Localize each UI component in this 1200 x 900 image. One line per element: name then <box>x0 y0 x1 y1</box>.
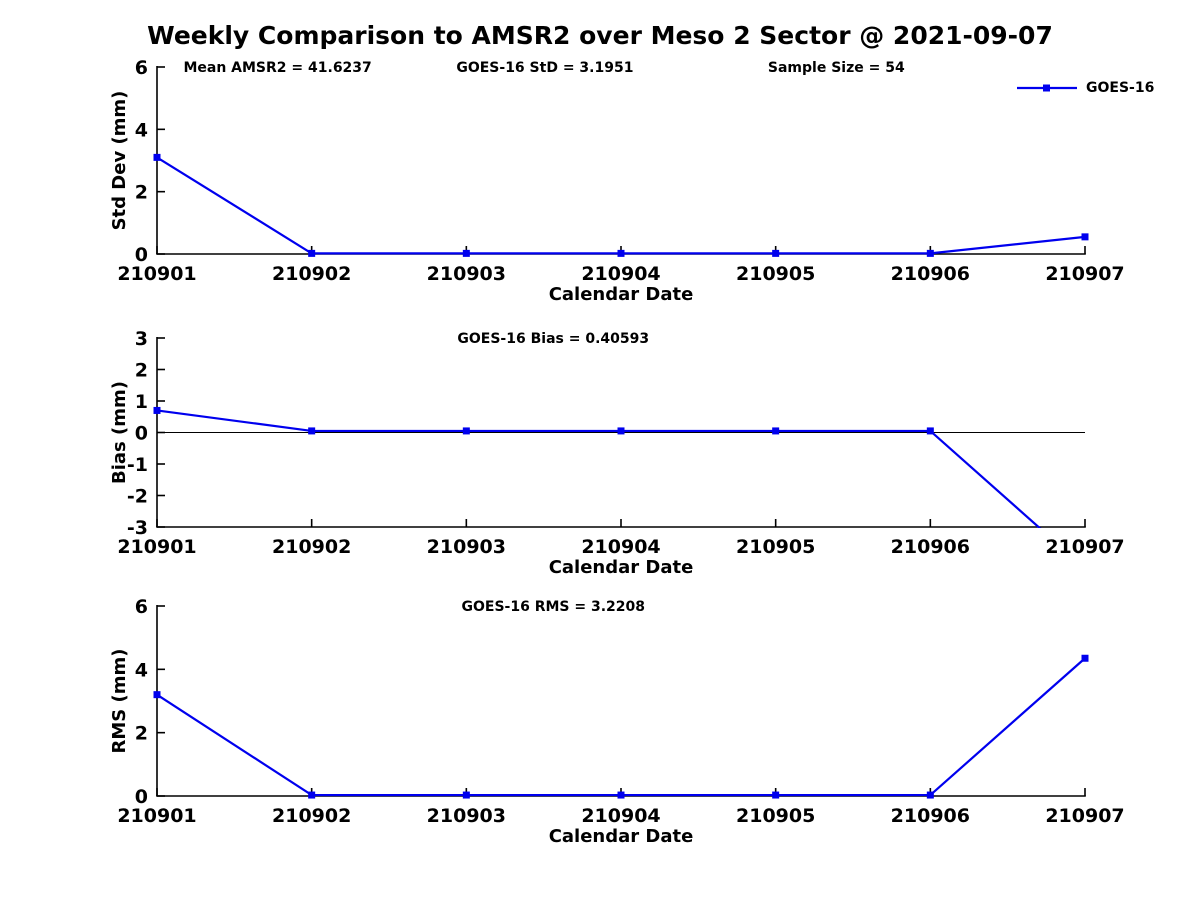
x-tick-label: 210906 <box>891 536 970 558</box>
data-point-marker <box>926 791 934 799</box>
subplot-bias: -3 -2 -1 0 1 2 3 210901 210902 210903 210904 210905… <box>109 328 1125 578</box>
data-point-marker <box>308 249 316 257</box>
y-tick-label: 2 <box>135 360 148 382</box>
x-tick-label: 210905 <box>736 805 815 827</box>
y-tick-label: 0 <box>135 423 148 445</box>
x-tick-label: 210905 <box>736 263 815 285</box>
subplot-rms: 0 2 4 6 210901 210902 210903 210904 210905 210906… <box>109 596 1125 847</box>
annotation-text: Sample Size = 54 <box>768 60 905 76</box>
annotation-text: GOES-16 StD = 3.1951 <box>456 60 633 76</box>
y-axis-label: RMS (mm) <box>109 649 130 754</box>
x-tick-label: 210903 <box>427 263 506 285</box>
y-axis-label: Bias (mm) <box>109 381 130 484</box>
annotation-text: Mean AMSR2 = 41.6237 <box>183 60 371 76</box>
series-line-goes-16 <box>156 156 1086 255</box>
y-tick-label: 1 <box>135 391 148 413</box>
x-tick-label: 210907 <box>1045 263 1124 285</box>
x-tick-label: 210904 <box>581 263 660 285</box>
x-tick-label: 210904 <box>581 805 660 827</box>
data-point-marker <box>772 427 780 435</box>
data-point-marker <box>1081 654 1089 662</box>
data-point-marker <box>153 153 161 161</box>
data-point-marker <box>617 427 625 435</box>
x-tick-label: 210901 <box>117 536 196 558</box>
y-tick-label: -3 <box>127 517 148 539</box>
data-point-marker <box>617 791 625 799</box>
x-tick-label: 210901 <box>117 263 196 285</box>
data-point-marker <box>772 791 780 799</box>
x-axis-label: Calendar Date <box>549 826 694 847</box>
annotation-text: GOES-16 RMS = 3.2208 <box>461 599 645 615</box>
y-tick-label: 6 <box>135 57 148 79</box>
data-point-marker <box>153 691 161 699</box>
legend-line-marker-icon <box>1017 84 1077 92</box>
y-tick-label: 4 <box>135 659 148 681</box>
x-tick-label: 210901 <box>117 805 196 827</box>
x-axis-label: Calendar Date <box>549 557 694 578</box>
data-point-marker <box>308 791 316 799</box>
x-tick-label: 210902 <box>272 536 351 558</box>
x-tick-label: 210903 <box>427 805 506 827</box>
y-tick-label: 4 <box>135 119 148 141</box>
y-tick-label: 2 <box>135 723 148 745</box>
data-point-marker <box>462 791 470 799</box>
x-tick-label: 210903 <box>427 536 506 558</box>
data-point-marker <box>462 249 470 257</box>
x-tick-label: 210905 <box>736 536 815 558</box>
subplot-std-dev: 0 2 4 6 210901 210902 210903 210904 210905 210906… <box>109 57 1125 305</box>
y-axis-label: Std Dev (mm) <box>109 91 130 231</box>
x-tick-label: 210902 <box>272 263 351 285</box>
figure-title: Weekly Comparison to AMSR2 over Meso 2 S… <box>147 21 1053 50</box>
x-tick-label: 210904 <box>581 536 660 558</box>
y-tick-label: 0 <box>135 786 148 808</box>
x-axis-label: Calendar Date <box>549 284 694 305</box>
y-tick-label: -1 <box>127 454 148 476</box>
series-line-goes-16 <box>156 657 1086 797</box>
x-tick-label: 210907 <box>1045 805 1124 827</box>
legend: GOES-16 <box>1016 80 1154 96</box>
data-point-marker <box>772 249 780 257</box>
data-point-marker <box>153 406 161 414</box>
y-tick-label: 3 <box>135 328 148 350</box>
x-tick-label: 210906 <box>891 805 970 827</box>
x-tick-label: 210906 <box>891 263 970 285</box>
data-point-marker <box>1081 233 1089 241</box>
data-point-marker <box>462 427 470 435</box>
legend-label: GOES-16 <box>1086 80 1155 96</box>
y-tick-label: 6 <box>135 596 148 618</box>
data-point-marker <box>617 249 625 257</box>
y-tick-label: 2 <box>135 182 148 204</box>
data-point-marker <box>926 427 934 435</box>
y-tick-label: 0 <box>135 244 148 266</box>
data-point-marker <box>308 427 316 435</box>
data-point-marker <box>926 249 934 257</box>
x-tick-label: 210907 <box>1045 536 1124 558</box>
x-tick-label: 210902 <box>272 805 351 827</box>
annotation-text: GOES-16 Bias = 0.40593 <box>457 331 649 347</box>
y-tick-label: -2 <box>127 486 148 508</box>
